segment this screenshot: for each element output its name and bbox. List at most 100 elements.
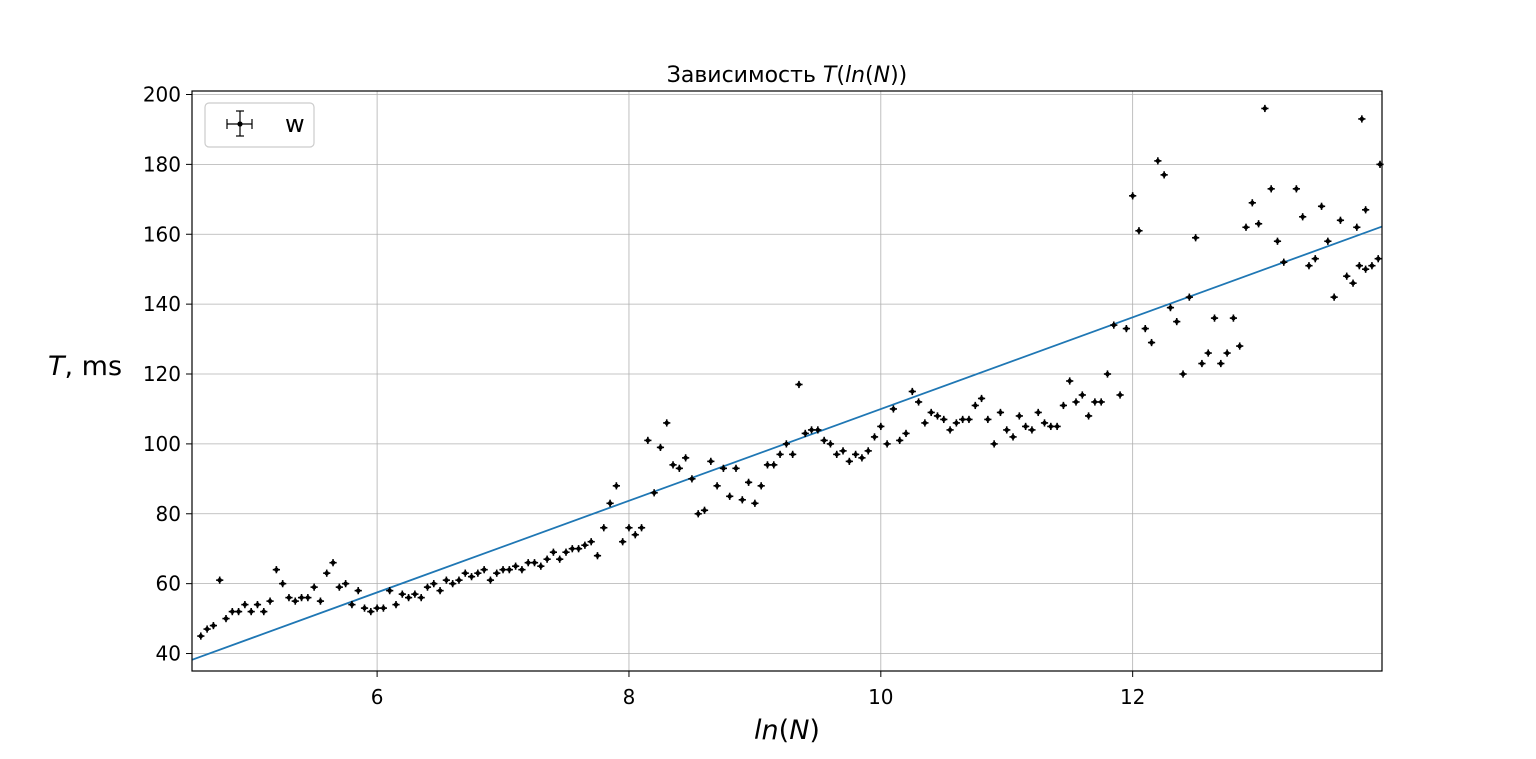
data-point (499, 566, 507, 574)
data-point (952, 419, 960, 427)
data-point (297, 594, 306, 602)
data-point (933, 412, 942, 420)
data-point (291, 597, 299, 605)
data-point (417, 594, 425, 602)
y-tick-label: 140 (143, 292, 181, 316)
data-point (316, 597, 325, 605)
data-point (1336, 216, 1345, 224)
data-point (323, 569, 331, 577)
y-tick-label: 60 (156, 572, 181, 596)
data-point (1248, 199, 1256, 207)
y-tick-label: 80 (156, 502, 181, 526)
legend-errorbar-marker-icon (226, 110, 253, 137)
data-point (965, 415, 973, 424)
data-point (625, 524, 633, 532)
data-point (946, 426, 954, 434)
data-point (1135, 227, 1143, 235)
data-point (574, 545, 583, 553)
data-point (1147, 338, 1156, 347)
data-point (1097, 398, 1105, 406)
data-point (713, 482, 721, 490)
data-point (1280, 258, 1288, 266)
data-point (310, 583, 318, 591)
data-point (335, 583, 343, 591)
data-point (1192, 234, 1200, 242)
y-ticks: 40 60 80 100 120 140 160 180 200 (143, 82, 192, 666)
data-point (209, 621, 218, 630)
data-point (329, 559, 337, 567)
data-point (348, 601, 356, 609)
data-point (663, 419, 671, 427)
data-point (1242, 223, 1250, 231)
data-point (852, 450, 860, 458)
data-point (959, 415, 967, 424)
data-point (908, 387, 916, 396)
data-point (1305, 262, 1313, 270)
data-point (279, 580, 287, 588)
data-point (222, 614, 230, 623)
data-point (411, 590, 419, 598)
data-point (354, 587, 362, 595)
data-point (896, 436, 904, 444)
data-point (776, 450, 784, 458)
data-point (1292, 185, 1300, 193)
data-point (216, 576, 224, 584)
data-point (373, 604, 381, 612)
data-point (1185, 293, 1193, 301)
data-point (700, 506, 709, 514)
data-point (814, 426, 822, 434)
data-point (247, 608, 255, 616)
data-point (1110, 321, 1118, 329)
data-point (782, 440, 790, 448)
data-point (870, 433, 879, 441)
data-point (637, 524, 646, 532)
data-point (442, 576, 450, 584)
data-point (360, 604, 369, 612)
data-point (379, 604, 388, 612)
data-point (1084, 412, 1093, 420)
data-point (587, 538, 595, 546)
data-point (864, 447, 872, 455)
x-axis-label: ln(N) (754, 715, 820, 746)
y-tick-label: 160 (143, 222, 181, 246)
data-point (530, 559, 539, 567)
data-point (738, 496, 746, 504)
data-point (272, 566, 280, 574)
data-point (304, 594, 312, 602)
data-point (763, 461, 772, 469)
x-tick-label: 12 (1120, 685, 1145, 709)
data-point (197, 632, 205, 640)
plot-frame (191, 90, 1383, 672)
data-point (1236, 342, 1244, 350)
y-tick-label: 200 (143, 82, 181, 106)
data-point (404, 594, 413, 602)
data-point (449, 580, 457, 588)
data-point (524, 559, 532, 567)
data-point (1223, 349, 1231, 357)
data-point (801, 429, 809, 438)
data-point (770, 461, 778, 469)
data-point (889, 405, 898, 413)
data-point (789, 450, 797, 458)
data-point (203, 625, 211, 633)
data-point (971, 401, 979, 410)
legend: w (204, 102, 315, 148)
data-point (996, 408, 1005, 417)
data-point (1330, 293, 1338, 301)
data-point (474, 569, 482, 577)
data-point (1059, 401, 1068, 410)
y-tick-label: 40 (156, 642, 181, 666)
y-tick-label: 100 (143, 432, 181, 456)
data-point (858, 454, 866, 462)
data-point (260, 608, 268, 616)
data-point (1003, 426, 1011, 434)
data-point (1166, 304, 1175, 312)
data-point (1053, 422, 1061, 431)
data-point (820, 436, 828, 444)
data-point (883, 440, 891, 448)
data-point (1204, 349, 1212, 357)
data-point (1210, 314, 1219, 322)
data-point (719, 464, 728, 472)
data-point (606, 499, 614, 507)
data-point (467, 573, 476, 581)
